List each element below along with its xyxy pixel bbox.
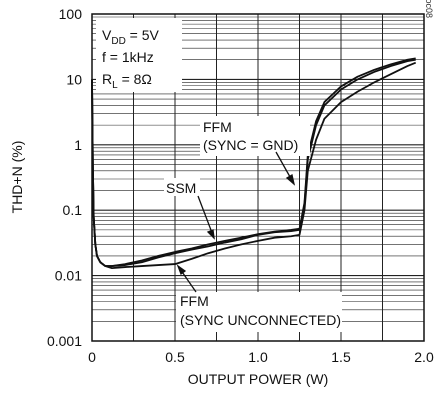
x-tick-label: 0	[88, 349, 96, 365]
y-tick-label: 0.001	[47, 333, 82, 349]
annotation-ffm-unc-line1: FFM	[180, 293, 209, 309]
tick-labels: 0.001 0.01 0.1 1 10 100 0 0.5 1.0 1.5 2.0	[47, 6, 434, 365]
x-axis-title: OUTPUT POWER (W)	[188, 371, 329, 387]
condition-vdd: VDD = 5V	[102, 27, 160, 47]
x-tick-label: 1.0	[248, 349, 268, 365]
annotation-ssm: SSM	[164, 178, 200, 196]
y-tick-label: 100	[59, 6, 83, 22]
x-tick-label: 0.5	[165, 349, 185, 365]
y-tick-label: 0.01	[55, 268, 82, 284]
figure-watermark: MAX9700 toc08	[424, 0, 434, 18]
series-line-1	[91, 61, 417, 270]
condition-frequency: f = 1kHz	[102, 49, 154, 65]
annotation-ssm-label: SSM	[166, 180, 196, 196]
arrowhead-ssm	[206, 229, 215, 240]
grid	[92, 14, 424, 341]
annotation-ffm-unc-line2: (SYNC UNCONNECTED)	[180, 312, 341, 328]
annotation-ffm-unconnected: FFM (SYNC UNCONNECTED)	[176, 292, 342, 332]
y-tick-label: 10	[66, 71, 82, 87]
series-group	[91, 57, 417, 270]
annotation-ffm-gnd: FFM (SYNC = GND)	[200, 116, 310, 156]
x-tick-label: 2.0	[414, 349, 434, 365]
plot-frame	[91, 13, 425, 342]
arrowhead-ffm-gnd	[285, 173, 296, 186]
arrowhead-ffm-unconnected	[176, 264, 187, 276]
annotation-ffm-gnd-line2: (SYNC = GND)	[203, 137, 298, 153]
annotation-ffm-gnd-line1: FFM	[203, 119, 232, 135]
x-tick-label: 1.5	[331, 349, 351, 365]
annotation-arrows	[176, 151, 296, 293]
series-line-3	[91, 57, 416, 267]
y-axis-title: THD+N (%)	[9, 141, 25, 214]
y-tick-label: 0.1	[63, 202, 83, 218]
y-tick-label: 1	[74, 137, 82, 153]
condition-rl: RL = 8Ω	[102, 71, 152, 91]
conditions-box: VDD = 5V f = 1kHz RL = 8Ω	[96, 18, 182, 92]
